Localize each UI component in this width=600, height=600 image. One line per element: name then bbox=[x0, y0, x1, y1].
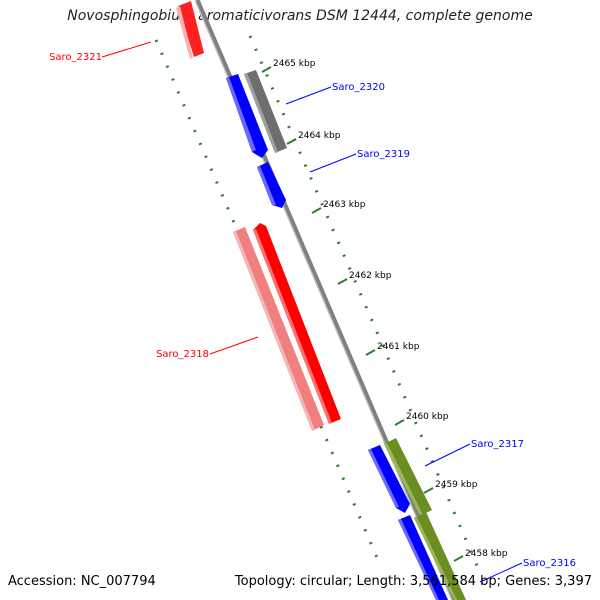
tick-mark bbox=[423, 487, 434, 494]
tick-layer: 2465 kbp 2464 kbp 2463 kbp 2462 kbp 2461 kbp… bbox=[261, 59, 508, 562]
gene-feature-saro-2321[interactable] bbox=[176, 1, 204, 59]
tick-label: 2462 kbp bbox=[349, 271, 392, 281]
gene-label-leader bbox=[424, 443, 471, 467]
tick-label: 2465 kbp bbox=[273, 59, 316, 69]
gene-feature-saro-2320[interactable] bbox=[226, 74, 268, 158]
gene-feature-saro-2319[interactable] bbox=[257, 162, 286, 208]
genome-summary-text: Topology: circular; Length: 3,561,584 bp… bbox=[234, 574, 592, 589]
tick-mark bbox=[261, 66, 272, 73]
gene-label[interactable]: Saro_2317 bbox=[471, 439, 524, 450]
gene-feature-saro-2318[interactable] bbox=[253, 223, 341, 424]
tick-mark bbox=[365, 349, 376, 356]
accession-text: Accession: NC_007794 bbox=[8, 574, 156, 589]
tick-mark bbox=[337, 278, 348, 285]
gene-label-layer: Saro_2321 Saro_2320 Saro_2319 Saro_2318 Saro… bbox=[49, 41, 576, 583]
gene-label-leader bbox=[309, 153, 357, 173]
tick-label: 2463 kbp bbox=[323, 200, 366, 210]
gene-label-leader bbox=[479, 562, 523, 583]
gene-label[interactable]: Saro_2319 bbox=[357, 149, 410, 160]
orf-feature-green bbox=[384, 438, 432, 516]
tick-label: 2464 kbp bbox=[298, 131, 341, 141]
gene-label[interactable]: Saro_2318 bbox=[156, 349, 209, 360]
tick-mark bbox=[311, 207, 322, 214]
orf-feature-gray bbox=[244, 70, 287, 153]
gene-label[interactable]: Saro_2320 bbox=[332, 82, 385, 93]
gene-label-leader bbox=[285, 86, 332, 105]
gene-label-leader bbox=[209, 336, 259, 355]
gene-feature-saro-2318-pink bbox=[233, 227, 324, 431]
gene-label[interactable]: Saro_2316 bbox=[523, 558, 576, 569]
orf-feature-green-2 bbox=[414, 512, 466, 600]
tick-mark bbox=[394, 419, 405, 426]
tick-mark bbox=[453, 555, 464, 562]
tick-label: 2460 kbp bbox=[406, 412, 449, 422]
tick-label: 2459 kbp bbox=[435, 480, 478, 490]
tick-mark bbox=[286, 138, 297, 145]
gene-feature-saro-2317[interactable] bbox=[368, 445, 410, 513]
gene-feature-saro-2316[interactable] bbox=[398, 515, 448, 600]
tick-label: 2458 kbp bbox=[465, 549, 508, 559]
gene-label-leader bbox=[101, 41, 152, 58]
gene-label[interactable]: Saro_2321 bbox=[49, 52, 102, 63]
tick-label: 2461 kbp bbox=[377, 342, 420, 352]
